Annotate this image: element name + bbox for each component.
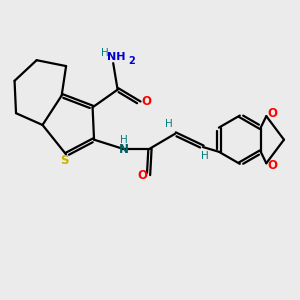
Text: O: O bbox=[268, 159, 278, 172]
Text: H: H bbox=[101, 48, 109, 58]
Text: H: H bbox=[165, 119, 173, 129]
Text: NH: NH bbox=[107, 52, 126, 62]
Text: H: H bbox=[201, 152, 208, 161]
Text: S: S bbox=[60, 154, 69, 167]
Text: O: O bbox=[137, 169, 147, 182]
Text: H: H bbox=[120, 135, 128, 145]
Text: O: O bbox=[268, 107, 278, 120]
Text: 2: 2 bbox=[128, 56, 135, 66]
Text: N: N bbox=[118, 142, 128, 156]
Text: O: O bbox=[141, 95, 151, 108]
